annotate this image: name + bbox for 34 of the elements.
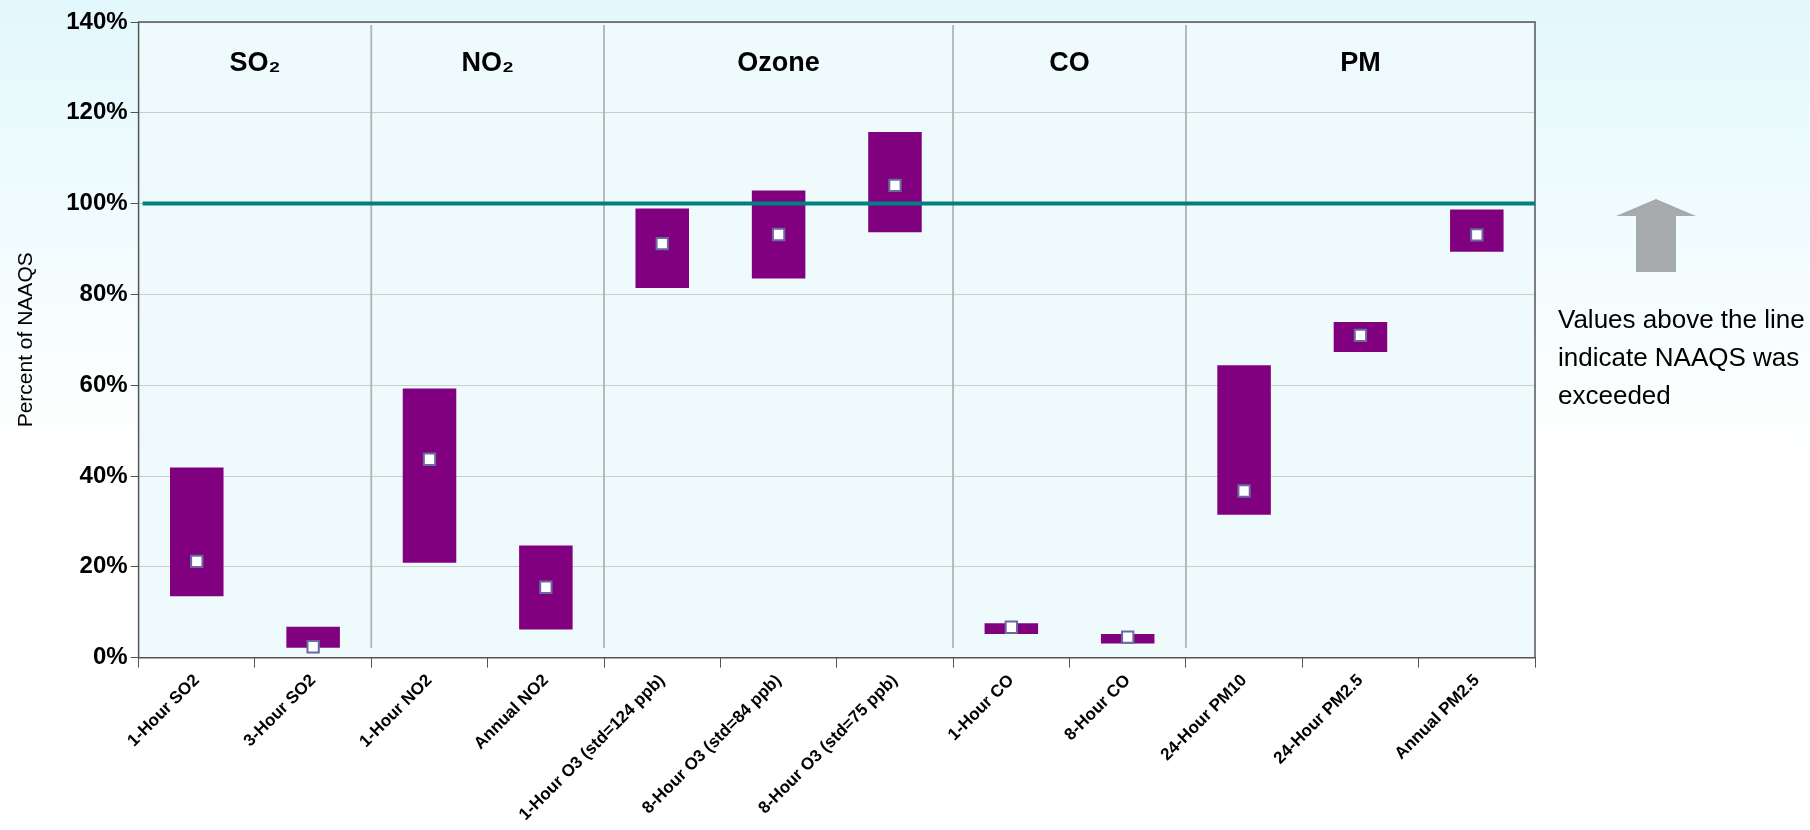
point [1121, 630, 1135, 644]
y-tick-label: 40% [79, 460, 128, 488]
y-tick-label: 140% [66, 6, 128, 34]
band-label: SO₂ [229, 47, 281, 78]
point [888, 178, 902, 193]
y-tick-label: 20% [79, 551, 128, 579]
point [1237, 484, 1251, 498]
point [771, 227, 786, 242]
y-axis-title: Percent of NAAQS [13, 252, 37, 428]
band-label: NO₂ [461, 47, 514, 78]
y-tick-label: 60% [79, 369, 128, 397]
bar [635, 208, 689, 289]
point [306, 640, 320, 654]
bar [1217, 365, 1271, 515]
y-tick-label: 120% [66, 97, 128, 125]
band-label: Ozone [737, 47, 820, 78]
band-label: CO [1049, 47, 1090, 78]
bar [286, 626, 340, 648]
point [422, 452, 437, 466]
y-tick-label: 100% [66, 188, 128, 216]
point [190, 554, 204, 569]
bar [868, 131, 922, 233]
bar [170, 467, 224, 597]
bar [1450, 209, 1504, 252]
text: Values above the line indicate NAAQS was exceeded [1558, 303, 1806, 412]
y-tick-label: 0% [92, 642, 128, 670]
bar [402, 388, 457, 563]
band-label: PM [1340, 47, 1381, 78]
bar [519, 545, 573, 630]
bar [751, 190, 806, 279]
point [655, 236, 669, 251]
point [539, 580, 553, 594]
y-tick-label: 80% [79, 279, 128, 307]
point [1004, 620, 1018, 634]
